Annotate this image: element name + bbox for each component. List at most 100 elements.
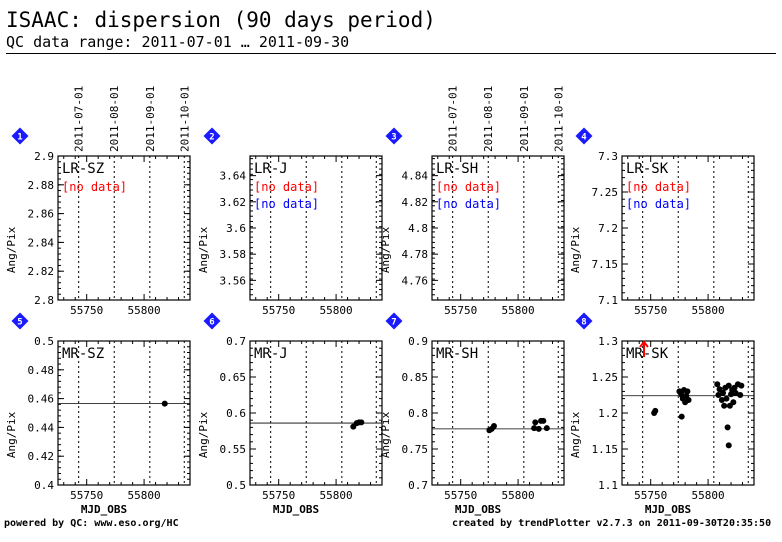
page-title: ISAAC: dispersion (90 days period) bbox=[6, 8, 436, 32]
data-point bbox=[714, 381, 721, 388]
plot-frame bbox=[431, 340, 565, 486]
plot-frame bbox=[621, 340, 755, 486]
x-tick-label: 55800 bbox=[128, 304, 161, 317]
y-tick-label: 7.1 bbox=[598, 294, 618, 307]
y-tick-label: 7.3 bbox=[598, 150, 618, 163]
data-point bbox=[730, 399, 737, 406]
y-tick-label: 3.56 bbox=[220, 274, 247, 287]
x-tick-label: 55800 bbox=[320, 489, 353, 502]
header-divider bbox=[6, 53, 776, 54]
data-point bbox=[652, 407, 659, 414]
date-tick-label: 2011-08-01 bbox=[482, 86, 495, 152]
panel-title: LR-SZ bbox=[62, 161, 104, 177]
footer-generator: created by trendPlotter v2.7.3 on 2011-0… bbox=[452, 518, 772, 529]
panel-title: MR-J bbox=[254, 346, 288, 362]
panel-number: 4 bbox=[581, 133, 587, 143]
y-tick-label: 4.78 bbox=[402, 248, 429, 261]
no-data-label: [no data] bbox=[436, 197, 501, 211]
y-tick-label: 4.84 bbox=[402, 170, 429, 183]
data-point bbox=[732, 389, 739, 396]
panel-number-badge bbox=[203, 312, 221, 330]
panel-number: 5 bbox=[17, 318, 22, 328]
y-tick-label: 2.82 bbox=[28, 265, 55, 278]
no-data-label: [no data] bbox=[254, 197, 319, 211]
trend-arrow-icon bbox=[639, 340, 649, 357]
data-point bbox=[725, 382, 732, 389]
panel-number: 6 bbox=[209, 318, 214, 328]
plot-frame bbox=[621, 155, 755, 301]
data-point bbox=[490, 422, 497, 429]
y-axis-label: Ang/Pix bbox=[5, 411, 18, 458]
panel-title: LR-SK bbox=[626, 161, 669, 177]
panel-number: 2 bbox=[209, 133, 214, 143]
plot-frame bbox=[249, 155, 383, 301]
plot-frame bbox=[431, 155, 565, 301]
y-tick-label: 2.84 bbox=[28, 236, 55, 249]
y-tick-label: 7.2 bbox=[598, 222, 618, 235]
panel-lr-sk: 55750 55800 7.1 7.15 7.2 7.25 7.3 Ang/Pix 4 LR-SK… bbox=[569, 127, 755, 317]
date-tick-label: 2011-07-01 bbox=[73, 86, 86, 152]
y-axis-label: Ang/Pix bbox=[197, 226, 210, 273]
panel-number: 3 bbox=[391, 133, 396, 143]
y-tick-label: 0.44 bbox=[28, 421, 55, 434]
y-tick-label: 0.42 bbox=[28, 450, 55, 463]
panel-title: LR-J bbox=[254, 161, 288, 177]
y-tick-label: 0.4 bbox=[34, 479, 54, 492]
x-tick-label: 55800 bbox=[320, 304, 353, 317]
panel-number-badge bbox=[575, 127, 593, 145]
x-tick-label: 55800 bbox=[502, 304, 535, 317]
y-tick-label: 0.7 bbox=[408, 479, 428, 492]
panel-lr-j: 55750 55800 3.56 3.58 3.6 3.62 3.64 Ang/Pix 2 LR-… bbox=[197, 127, 383, 317]
panel-lr-sz: 55750 55800 2.8 2.82 2.84 2.86 2.88 2.9 Ang/Pix 2… bbox=[5, 86, 191, 317]
no-data-label: [no data] bbox=[626, 180, 691, 194]
data-point bbox=[721, 402, 728, 409]
y-tick-label: 0.8 bbox=[408, 407, 428, 420]
panel-mr-sk: 55750 55800 1.1 1.15 1.2 1.25 1.3 Ang/Pix MJD_OB… bbox=[569, 312, 755, 516]
x-tick-label: 55750 bbox=[444, 489, 477, 502]
page-subtitle: QC data range: 2011-07-01 … 2011-09-30 bbox=[6, 33, 350, 51]
no-data-label: [no data] bbox=[436, 180, 501, 194]
y-tick-label: 0.85 bbox=[402, 371, 429, 384]
panel-title: MR-SH bbox=[436, 346, 478, 362]
y-tick-label: 3.6 bbox=[226, 222, 246, 235]
data-point bbox=[543, 425, 550, 432]
panel-number-badge bbox=[385, 127, 403, 145]
x-tick-label: 55750 bbox=[70, 304, 103, 317]
x-tick-label: 55800 bbox=[128, 489, 161, 502]
no-data-label: [no data] bbox=[62, 180, 127, 194]
no-data-label: [no data] bbox=[254, 180, 319, 194]
plot-frame bbox=[57, 340, 191, 486]
panel-number: 1 bbox=[17, 133, 22, 143]
y-tick-label: 0.5 bbox=[226, 479, 246, 492]
data-point bbox=[531, 425, 538, 432]
x-tick-label: 55750 bbox=[634, 489, 667, 502]
data-point bbox=[535, 425, 542, 432]
y-tick-label: 1.1 bbox=[598, 479, 618, 492]
panel-number-badge bbox=[385, 312, 403, 330]
panel-title: LR-SH bbox=[436, 161, 478, 177]
data-point bbox=[532, 419, 539, 426]
x-axis-label: MJD_OBS bbox=[81, 503, 127, 516]
x-axis-label: MJD_OBS bbox=[645, 503, 691, 516]
y-tick-label: 7.15 bbox=[592, 258, 619, 271]
data-point bbox=[738, 382, 745, 389]
y-axis-label: Ang/Pix bbox=[379, 411, 392, 458]
y-axis-label: Ang/Pix bbox=[5, 226, 18, 273]
date-tick-label: 2011-08-01 bbox=[108, 86, 121, 152]
y-tick-label: 0.65 bbox=[220, 371, 247, 384]
y-tick-label: 7.25 bbox=[592, 186, 619, 199]
y-tick-label: 1.2 bbox=[598, 407, 618, 420]
x-tick-label: 55750 bbox=[262, 489, 295, 502]
y-tick-label: 0.5 bbox=[34, 335, 54, 348]
panel-lr-sh: 55750 55800 4.76 4.78 4.8 4.82 4.84 Ang/Pix 2011… bbox=[379, 86, 565, 317]
y-tick-label: 2.9 bbox=[34, 150, 54, 163]
y-tick-label: 0.75 bbox=[402, 443, 429, 456]
y-axis-label: Ang/Pix bbox=[379, 226, 392, 273]
y-tick-label: 3.64 bbox=[220, 170, 247, 183]
data-point bbox=[724, 424, 731, 431]
y-tick-label: 2.86 bbox=[28, 208, 55, 221]
plot-frame bbox=[57, 155, 191, 301]
panel-number: 7 bbox=[391, 318, 396, 328]
footer-credit: powered by QC: www.eso.org/HC bbox=[4, 518, 179, 529]
y-tick-label: 0.9 bbox=[408, 335, 428, 348]
